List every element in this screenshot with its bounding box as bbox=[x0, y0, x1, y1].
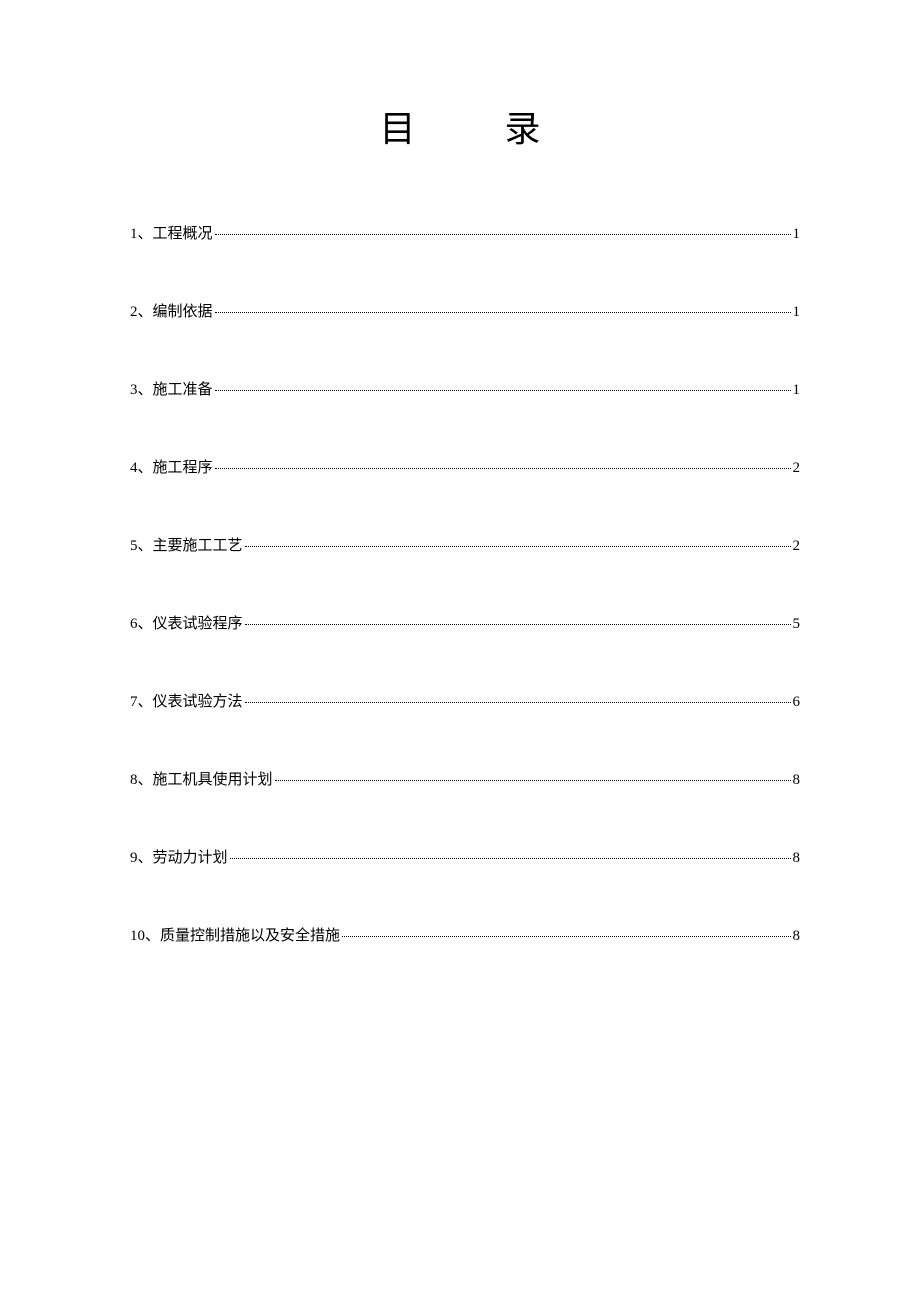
toc-page: 6 bbox=[793, 694, 801, 711]
toc-page: 1 bbox=[793, 304, 801, 321]
toc-dots bbox=[275, 780, 791, 781]
toc-label: 2、编制依据 bbox=[130, 300, 213, 321]
toc-entry: 10、质量控制措施以及安全措施 8 bbox=[130, 924, 800, 945]
toc-page: 2 bbox=[793, 460, 801, 477]
toc-page: 8 bbox=[793, 928, 801, 945]
toc-entry: 9、劳动力计划 8 bbox=[130, 846, 800, 867]
toc-entry: 8、施工机具使用计划 8 bbox=[130, 768, 800, 789]
toc-page: 1 bbox=[793, 382, 801, 399]
toc-dots bbox=[245, 624, 791, 625]
toc-label: 6、仪表试验程序 bbox=[130, 612, 243, 633]
toc-page: 1 bbox=[793, 226, 801, 243]
toc-dots bbox=[215, 312, 791, 313]
toc-label: 4、施工程序 bbox=[130, 456, 213, 477]
toc-page: 5 bbox=[793, 616, 801, 633]
toc-label: 10、质量控制措施以及安全措施 bbox=[130, 924, 340, 945]
toc-entry: 6、仪表试验程序 5 bbox=[130, 612, 800, 633]
toc-label: 3、施工准备 bbox=[130, 378, 213, 399]
toc-dots bbox=[230, 858, 791, 859]
toc-dots bbox=[215, 234, 791, 235]
toc-label: 7、仪表试验方法 bbox=[130, 690, 243, 711]
page-title: 目 录 bbox=[0, 0, 920, 152]
toc-page: 2 bbox=[793, 538, 801, 555]
toc-entry: 1、工程概况 1 bbox=[130, 222, 800, 243]
toc-entry: 4、施工程序 2 bbox=[130, 456, 800, 477]
toc-label: 1、工程概况 bbox=[130, 222, 213, 243]
toc-label: 5、主要施工工艺 bbox=[130, 534, 243, 555]
toc-label: 9、劳动力计划 bbox=[130, 846, 228, 867]
toc-dots bbox=[215, 390, 791, 391]
toc-dots bbox=[342, 936, 790, 937]
toc-entry: 3、施工准备 1 bbox=[130, 378, 800, 399]
toc-entry: 5、主要施工工艺 2 bbox=[130, 534, 800, 555]
toc-page: 8 bbox=[793, 772, 801, 789]
toc-dots bbox=[215, 468, 791, 469]
toc-entry: 2、编制依据 1 bbox=[130, 300, 800, 321]
toc-dots bbox=[245, 546, 791, 547]
toc-page: 8 bbox=[793, 850, 801, 867]
toc-entry: 7、仪表试验方法 6 bbox=[130, 690, 800, 711]
toc-dots bbox=[245, 702, 791, 703]
toc-label: 8、施工机具使用计划 bbox=[130, 768, 273, 789]
toc-container: 1、工程概况 1 2、编制依据 1 3、施工准备 1 4、施工程序 2 5、主要… bbox=[0, 152, 920, 945]
